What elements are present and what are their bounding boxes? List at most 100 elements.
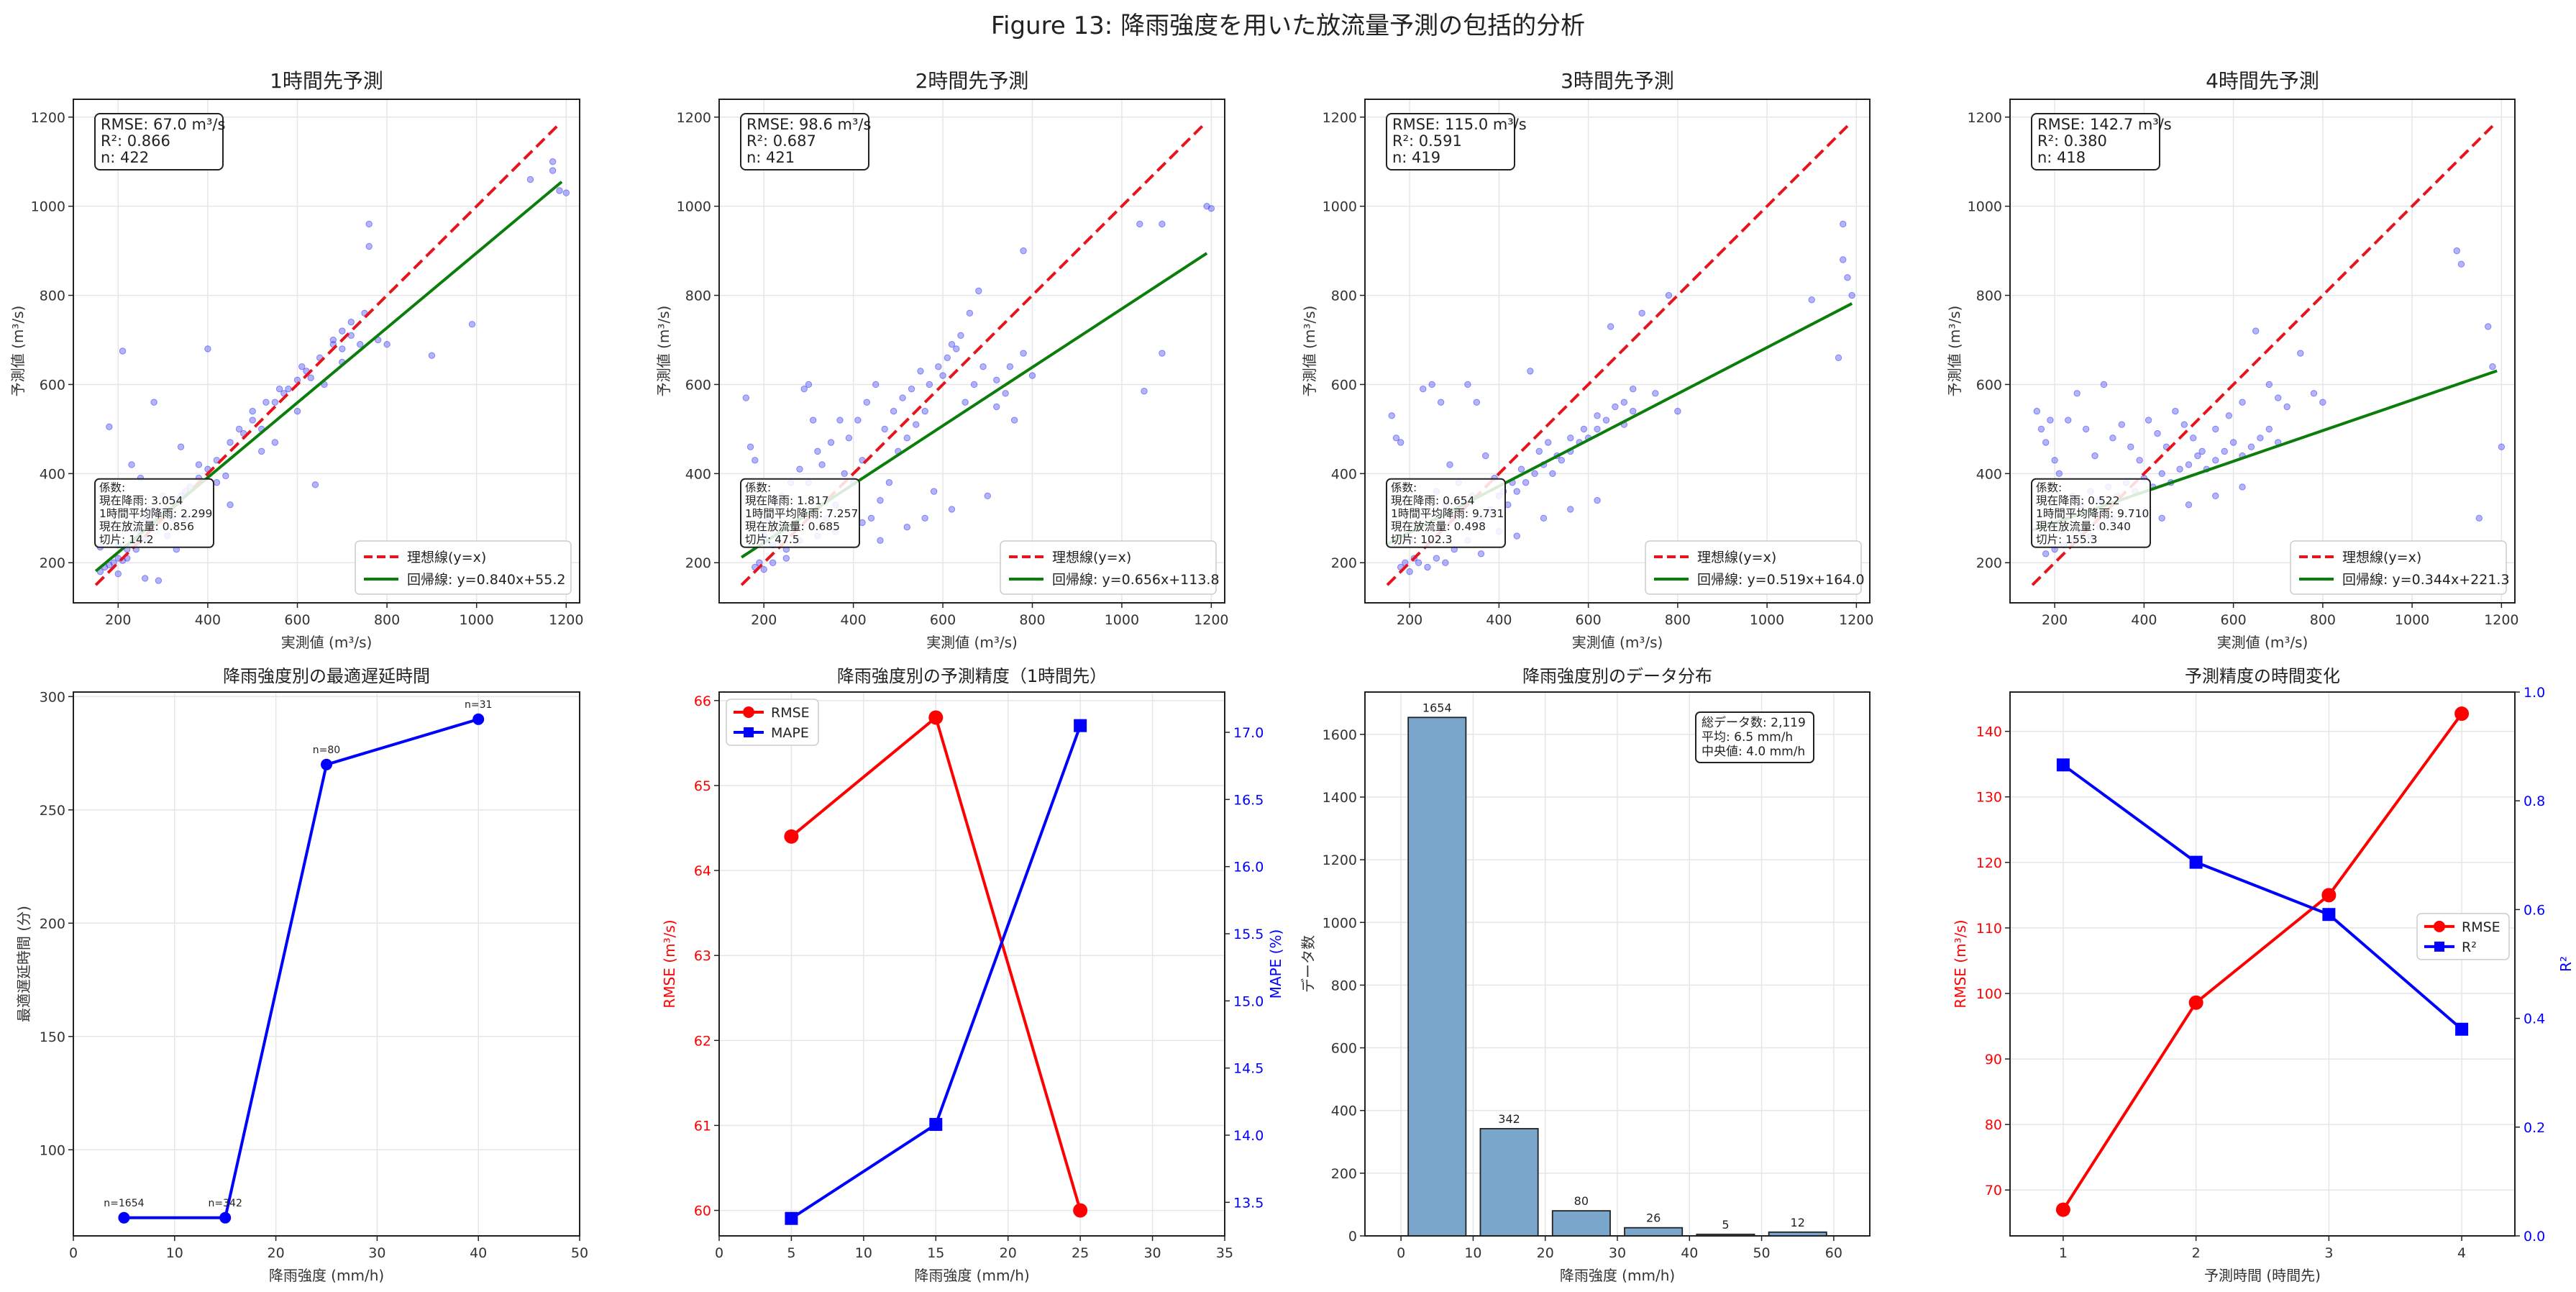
scatter-point: [1594, 496, 1601, 504]
scatter-point: [1567, 435, 1574, 442]
scatter-point: [1442, 559, 1449, 566]
x-tick-label: 30: [368, 1245, 385, 1261]
x-tick-label: 0: [69, 1245, 78, 1261]
figure-title: Figure 13: 降雨強度を用いた放流量予測の包括的分析: [990, 12, 1586, 40]
scatter-point: [2158, 514, 2165, 522]
scatter-point: [2082, 425, 2090, 433]
scatter-point: [1594, 412, 1601, 419]
scatter-point: [2319, 399, 2326, 406]
lag-point: [118, 1211, 130, 1224]
scatter-point: [760, 565, 767, 573]
stats-box: [740, 113, 869, 170]
summary-text: 平均: 6.5 mm/h: [1702, 730, 1793, 745]
scatter-point: [141, 575, 149, 582]
scatter-point: [1392, 435, 1400, 442]
scatter-point: [275, 385, 283, 393]
stats-box: [94, 113, 224, 170]
scatter-point: [782, 555, 790, 562]
lag-line: [124, 717, 479, 1219]
x-tick-label: 4: [2457, 1245, 2466, 1261]
y-axis-label: 予測値 (m³/s): [1301, 306, 1318, 397]
scatter-point: [872, 381, 880, 388]
scatter-point: [347, 332, 355, 340]
scatter-point: [2145, 417, 2152, 424]
coefficient-text: 現在降雨: 1.817: [745, 494, 829, 507]
lag-time-panel: 降雨強度別の最適遅延時間 0 10 20 30 40 50 100 150 200 250 300 n=…: [15, 666, 588, 1284]
y2-tick-label: 14.0: [1233, 1128, 1264, 1144]
coefficient-text: 現在放流量: 0.685: [745, 520, 840, 533]
scatter-point: [2194, 452, 2201, 460]
scatter-point: [1028, 372, 1036, 379]
scatter-point: [769, 559, 777, 566]
scatter-point: [213, 479, 221, 486]
coefficient-text: 切片: 14.2: [99, 533, 154, 546]
scatter-panel-2: 2時間先予測 200 400 600 800 1000 1200 200 400 600 800 10…: [655, 69, 1229, 651]
x-tick-label: 50: [571, 1245, 588, 1261]
y-tick-label: 800: [1331, 288, 1357, 304]
scatter-point: [948, 506, 956, 513]
x-tick-label: 400: [1486, 612, 1512, 628]
scatter-point: [2239, 483, 2246, 491]
second-series-line: [2062, 763, 2463, 1031]
legend-second-label: R²: [2462, 940, 2477, 955]
rmse-point: [2321, 888, 2337, 903]
stats-text: R²: 0.380: [2037, 132, 2107, 150]
scatter-point: [1446, 461, 1453, 468]
scatter-point: [899, 394, 906, 401]
scatter-point: [2051, 457, 2058, 464]
rmse-point: [928, 710, 944, 725]
scatter-point: [1580, 425, 1588, 433]
x-axis-label: 実測値 (m³/s): [926, 634, 1018, 651]
y-tick-label: 1000: [31, 199, 65, 215]
scatter-point: [2190, 435, 2197, 442]
y2-tick-label: 1.0: [2524, 685, 2545, 701]
coefficient-text: 現在降雨: 0.654: [1391, 494, 1475, 507]
y-tick-label: 400: [1976, 466, 2002, 482]
rmse-line: [2062, 712, 2463, 1211]
x-tick-label: 200: [751, 612, 777, 628]
rmse-point: [2055, 1202, 2070, 1217]
y-tick-label: 1400: [1323, 790, 1357, 806]
scatter-point: [2453, 247, 2460, 255]
scatter-point: [1477, 550, 1485, 558]
scatter-point: [1630, 407, 1637, 415]
scatter-point: [2033, 407, 2040, 415]
y2-tick-label: 15.5: [1233, 927, 1264, 942]
scatter-point: [1567, 506, 1574, 513]
scatter-point: [2257, 435, 2264, 442]
scatter-point: [979, 363, 987, 370]
y-tick-label: 100: [1976, 986, 2002, 1002]
axes-frame: [1364, 691, 1871, 1237]
scatter-point: [1020, 350, 1027, 357]
scatter-point: [1424, 563, 1431, 571]
y-tick-label: 1000: [1968, 199, 2002, 215]
y-tick-label: 300: [40, 689, 65, 705]
scatter-point: [2118, 421, 2126, 428]
scatter-point: [1136, 220, 1143, 228]
coefficient-text: 係数:: [1391, 481, 1417, 494]
scatter-point: [2198, 447, 2206, 455]
scatter-point: [357, 341, 364, 348]
coefficient-box: [1386, 478, 1506, 548]
scatter-point: [867, 514, 875, 522]
scatter-point: [921, 514, 928, 522]
coefficient-text: 現在降雨: 3.054: [99, 494, 183, 507]
y-tick-label: 62: [694, 1033, 711, 1049]
x-tick-label: 1000: [460, 612, 494, 628]
scatter-point: [854, 417, 862, 424]
scatter-point: [468, 321, 476, 328]
y-tick-label: 1200: [1968, 110, 2002, 126]
x-tick-label: 25: [1072, 1245, 1089, 1261]
x-tick-label: 0: [1397, 1245, 1405, 1261]
x-tick-label: 600: [284, 612, 310, 628]
x-tick-label: 20: [1537, 1245, 1554, 1261]
stats-box: [2031, 113, 2160, 170]
scatter-point: [293, 407, 301, 415]
scatter-point: [2185, 461, 2193, 468]
y-tick-label: 70: [1985, 1183, 2002, 1198]
scatter-point: [526, 176, 534, 183]
y-tick-label: 800: [685, 288, 711, 304]
scatter-point: [1420, 385, 1427, 393]
scatter-point: [1006, 363, 1014, 370]
